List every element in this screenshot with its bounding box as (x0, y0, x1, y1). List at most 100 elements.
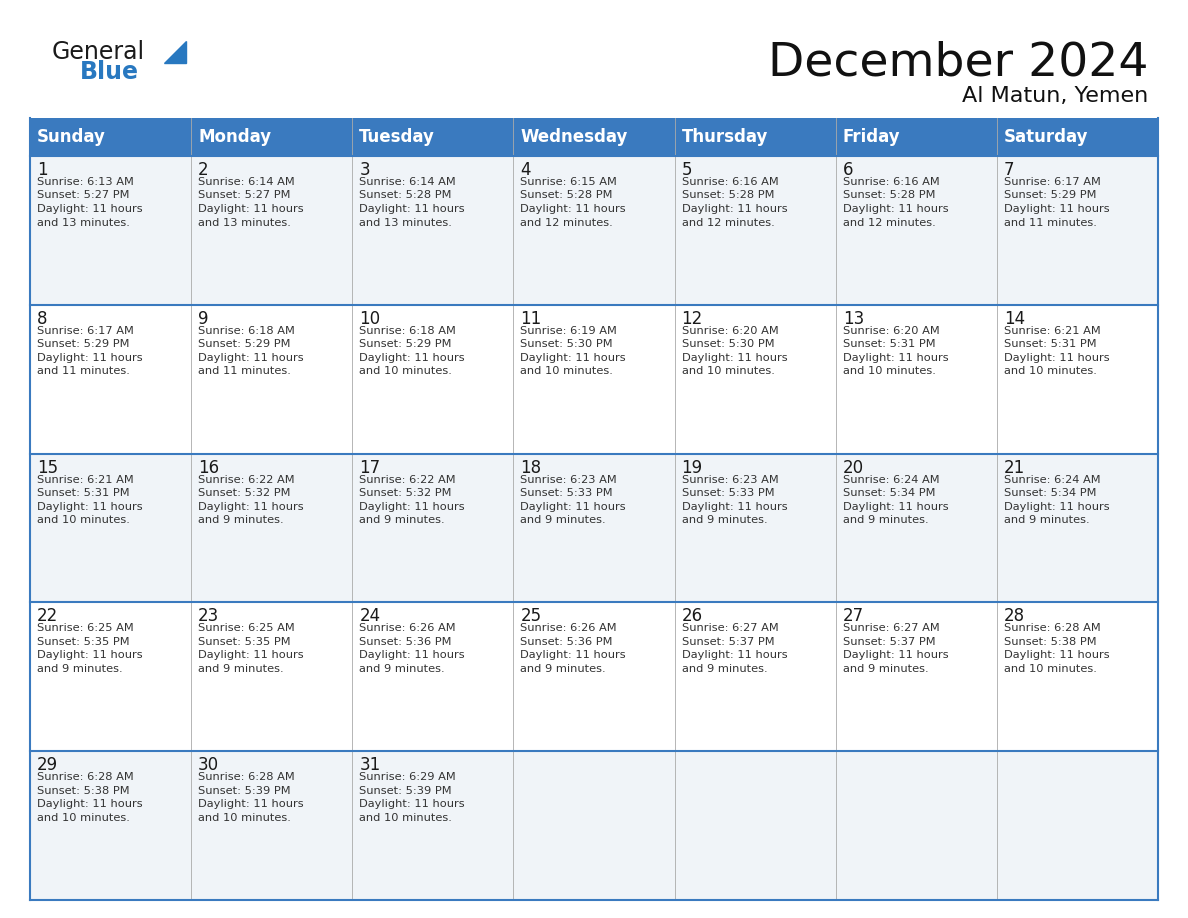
Text: 30: 30 (198, 756, 220, 774)
Polygon shape (164, 41, 187, 63)
Text: General: General (52, 40, 145, 64)
Text: and 13 minutes.: and 13 minutes. (37, 218, 129, 228)
Bar (997, 118, 1158, 156)
Text: Daylight: 11 hours: Daylight: 11 hours (682, 650, 788, 660)
Text: 21: 21 (1004, 459, 1025, 476)
Text: Sunrise: 6:16 AM: Sunrise: 6:16 AM (682, 177, 778, 187)
Text: Daylight: 11 hours: Daylight: 11 hours (359, 501, 465, 511)
Text: Sunrise: 6:16 AM: Sunrise: 6:16 AM (842, 177, 940, 187)
Text: and 9 minutes.: and 9 minutes. (682, 515, 767, 525)
Text: Sunday: Sunday (37, 128, 106, 146)
Text: Wednesday: Wednesday (520, 128, 627, 146)
Text: Sunset: 5:31 PM: Sunset: 5:31 PM (37, 488, 129, 498)
Text: 8: 8 (37, 309, 48, 328)
Text: and 9 minutes.: and 9 minutes. (842, 664, 928, 674)
Text: Sunset: 5:35 PM: Sunset: 5:35 PM (198, 637, 291, 647)
Text: 17: 17 (359, 459, 380, 476)
Text: Sunrise: 6:28 AM: Sunrise: 6:28 AM (1004, 623, 1100, 633)
Text: and 11 minutes.: and 11 minutes. (198, 366, 291, 376)
Text: 9: 9 (198, 309, 209, 328)
Text: Daylight: 11 hours: Daylight: 11 hours (198, 204, 304, 214)
Bar (30, 453, 1158, 602)
Text: 13: 13 (842, 309, 864, 328)
Text: Sunset: 5:39 PM: Sunset: 5:39 PM (359, 786, 451, 796)
Text: and 10 minutes.: and 10 minutes. (359, 812, 453, 823)
Text: Sunrise: 6:28 AM: Sunrise: 6:28 AM (37, 772, 134, 782)
Text: Sunrise: 6:14 AM: Sunrise: 6:14 AM (359, 177, 456, 187)
Text: and 9 minutes.: and 9 minutes. (359, 664, 446, 674)
Text: and 10 minutes.: and 10 minutes. (520, 366, 613, 376)
Text: and 11 minutes.: and 11 minutes. (1004, 218, 1097, 228)
Text: and 9 minutes.: and 9 minutes. (37, 664, 122, 674)
Text: 24: 24 (359, 608, 380, 625)
Text: 26: 26 (682, 608, 702, 625)
Text: Sunrise: 6:27 AM: Sunrise: 6:27 AM (682, 623, 778, 633)
Text: Sunrise: 6:26 AM: Sunrise: 6:26 AM (359, 623, 456, 633)
Text: Sunset: 5:35 PM: Sunset: 5:35 PM (37, 637, 129, 647)
Text: Sunset: 5:30 PM: Sunset: 5:30 PM (520, 340, 613, 350)
Text: Sunset: 5:39 PM: Sunset: 5:39 PM (198, 786, 291, 796)
Bar (30, 118, 191, 156)
Text: and 10 minutes.: and 10 minutes. (198, 812, 291, 823)
Text: Tuesday: Tuesday (359, 128, 435, 146)
Text: Monday: Monday (198, 128, 271, 146)
Text: Daylight: 11 hours: Daylight: 11 hours (359, 353, 465, 363)
Text: Daylight: 11 hours: Daylight: 11 hours (1004, 501, 1110, 511)
Text: and 10 minutes.: and 10 minutes. (1004, 664, 1097, 674)
Text: Sunrise: 6:28 AM: Sunrise: 6:28 AM (198, 772, 295, 782)
Bar (30, 156, 1158, 305)
Text: 2: 2 (198, 161, 209, 179)
Text: 12: 12 (682, 309, 703, 328)
Text: Al Matun, Yemen: Al Matun, Yemen (962, 86, 1148, 106)
Text: Sunset: 5:33 PM: Sunset: 5:33 PM (520, 488, 613, 498)
Text: Sunset: 5:28 PM: Sunset: 5:28 PM (842, 191, 935, 200)
Text: Sunrise: 6:18 AM: Sunrise: 6:18 AM (198, 326, 295, 336)
Text: Sunset: 5:34 PM: Sunset: 5:34 PM (1004, 488, 1097, 498)
Text: Daylight: 11 hours: Daylight: 11 hours (842, 353, 948, 363)
Text: Sunset: 5:32 PM: Sunset: 5:32 PM (198, 488, 291, 498)
Text: Sunrise: 6:29 AM: Sunrise: 6:29 AM (359, 772, 456, 782)
Text: Daylight: 11 hours: Daylight: 11 hours (842, 204, 948, 214)
Text: Daylight: 11 hours: Daylight: 11 hours (520, 650, 626, 660)
Text: and 12 minutes.: and 12 minutes. (520, 218, 613, 228)
Text: Sunrise: 6:22 AM: Sunrise: 6:22 AM (198, 475, 295, 485)
Text: Sunset: 5:28 PM: Sunset: 5:28 PM (682, 191, 775, 200)
Text: and 13 minutes.: and 13 minutes. (198, 218, 291, 228)
Text: Sunrise: 6:25 AM: Sunrise: 6:25 AM (37, 623, 134, 633)
Text: Sunrise: 6:24 AM: Sunrise: 6:24 AM (1004, 475, 1100, 485)
Text: Daylight: 11 hours: Daylight: 11 hours (37, 353, 143, 363)
Text: Sunrise: 6:25 AM: Sunrise: 6:25 AM (198, 623, 295, 633)
Text: Saturday: Saturday (1004, 128, 1088, 146)
Text: Sunrise: 6:21 AM: Sunrise: 6:21 AM (1004, 326, 1100, 336)
Text: Sunset: 5:28 PM: Sunset: 5:28 PM (359, 191, 451, 200)
Text: Daylight: 11 hours: Daylight: 11 hours (198, 353, 304, 363)
Text: Daylight: 11 hours: Daylight: 11 hours (682, 204, 788, 214)
Text: 19: 19 (682, 459, 702, 476)
Text: Sunrise: 6:27 AM: Sunrise: 6:27 AM (842, 623, 940, 633)
Text: Sunrise: 6:20 AM: Sunrise: 6:20 AM (842, 326, 940, 336)
Text: Sunrise: 6:13 AM: Sunrise: 6:13 AM (37, 177, 134, 187)
Text: Daylight: 11 hours: Daylight: 11 hours (1004, 650, 1110, 660)
Text: Sunset: 5:36 PM: Sunset: 5:36 PM (359, 637, 451, 647)
Text: Sunrise: 6:26 AM: Sunrise: 6:26 AM (520, 623, 617, 633)
Text: Daylight: 11 hours: Daylight: 11 hours (198, 800, 304, 809)
Text: 29: 29 (37, 756, 58, 774)
Text: and 10 minutes.: and 10 minutes. (359, 366, 453, 376)
Text: Sunset: 5:34 PM: Sunset: 5:34 PM (842, 488, 935, 498)
Text: Daylight: 11 hours: Daylight: 11 hours (198, 650, 304, 660)
Text: Sunset: 5:29 PM: Sunset: 5:29 PM (359, 340, 451, 350)
Text: 28: 28 (1004, 608, 1025, 625)
Text: 18: 18 (520, 459, 542, 476)
Text: 22: 22 (37, 608, 58, 625)
Text: and 10 minutes.: and 10 minutes. (1004, 366, 1097, 376)
Text: Daylight: 11 hours: Daylight: 11 hours (359, 650, 465, 660)
Text: and 9 minutes.: and 9 minutes. (198, 515, 284, 525)
Text: Sunrise: 6:23 AM: Sunrise: 6:23 AM (520, 475, 618, 485)
Text: and 9 minutes.: and 9 minutes. (682, 664, 767, 674)
Text: Sunrise: 6:18 AM: Sunrise: 6:18 AM (359, 326, 456, 336)
Text: Daylight: 11 hours: Daylight: 11 hours (842, 650, 948, 660)
Text: and 13 minutes.: and 13 minutes. (359, 218, 453, 228)
Text: Daylight: 11 hours: Daylight: 11 hours (682, 353, 788, 363)
Text: 11: 11 (520, 309, 542, 328)
Text: Daylight: 11 hours: Daylight: 11 hours (1004, 204, 1110, 214)
